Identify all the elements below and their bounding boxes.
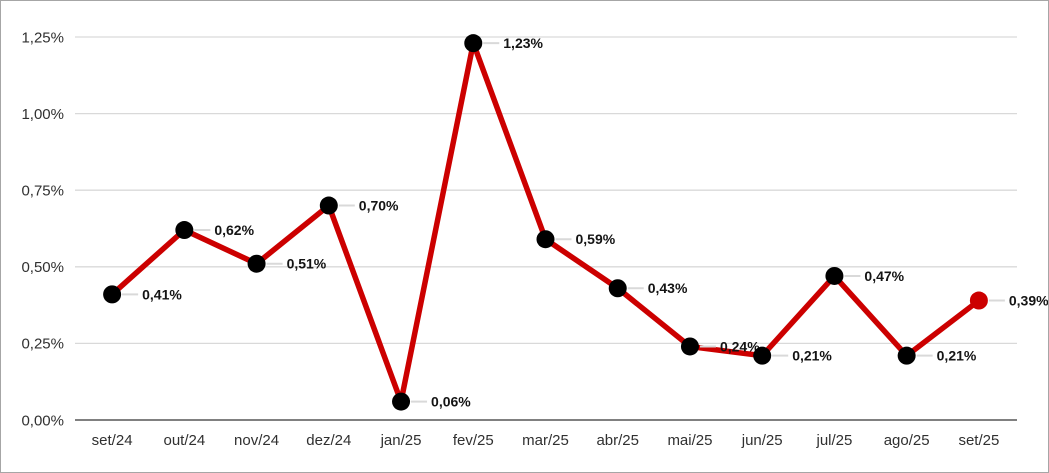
data-point-label: 0,47% [864,268,904,284]
data-point-label: 0,24% [720,338,760,354]
data-point-marker [536,230,555,249]
data-point-label: 0,70% [359,197,399,213]
data-point-label: 0,39% [1009,292,1048,308]
data-point-marker [175,221,194,240]
x-tick-label: jun/25 [741,432,783,449]
data-point-marker [392,392,411,411]
markers-group [103,34,988,411]
x-tick-label: jul/25 [815,432,852,449]
x-tick-label: set/24 [92,432,133,449]
data-labels-group: 0,41% 0,62% 0,51% 0,70% 0,06% 1,23% 0,59% 0,43%… [122,35,1048,410]
y-tick-label: 1,00% [21,106,64,123]
x-tick-label: nov/24 [234,432,279,449]
x-tick-label: fev/25 [453,432,494,449]
x-axis-labels-group: set/24 out/24 nov/24 dez/24 jan/25 fev/25 mar/… [92,432,1000,449]
y-tick-label: 0,75% [21,182,64,199]
data-point-label: 0,21% [937,348,977,364]
data-point-label: 0,41% [142,286,182,302]
data-point-marker [680,337,699,356]
x-tick-label: out/24 [163,432,205,449]
data-point-marker-current [969,291,988,310]
y-tick-label: 0,50% [21,259,64,276]
gridlines-group [75,36,1017,421]
data-point-label: 0,62% [214,222,254,238]
x-tick-label: dez/24 [306,432,351,449]
data-point-label: 0,43% [648,280,688,296]
x-tick-label: mai/25 [667,432,712,449]
x-tick-label: mar/25 [522,432,569,449]
y-tick-label: 0,00% [21,412,64,429]
data-point-label: 0,06% [431,394,471,410]
x-tick-label: abr/25 [596,432,639,449]
x-tick-label: set/25 [958,432,999,449]
data-point-marker [753,346,772,365]
data-point-marker [464,34,483,53]
data-point-marker [897,346,916,365]
data-point-label: 0,51% [287,256,327,272]
y-axis-labels-group: 0,00% 0,25% 0,50% 0,75% 1,00% 1,25% [21,29,64,429]
y-tick-label: 0,25% [21,336,64,353]
x-tick-label: ago/25 [884,432,930,449]
data-point-marker [825,266,844,285]
data-point-marker [319,196,338,215]
data-point-label: 0,21% [792,348,832,364]
data-point-label: 1,23% [503,35,543,51]
data-point-marker [103,285,122,304]
data-point-label: 0,59% [576,231,616,247]
y-tick-label: 1,25% [21,29,64,46]
data-point-marker [247,254,266,273]
x-tick-label: jan/25 [380,432,422,449]
data-point-marker [608,279,627,298]
